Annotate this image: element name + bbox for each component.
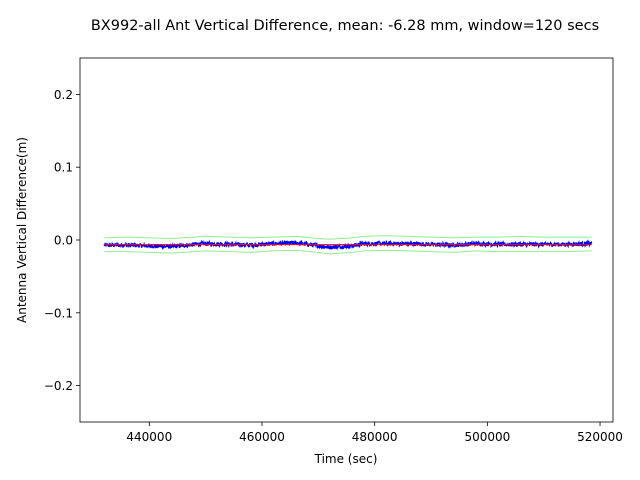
x-tick-label: 440000 — [126, 430, 172, 444]
series-line-upper-band — [104, 235, 592, 240]
x-tick-label: 460000 — [239, 430, 285, 444]
y-axis: −0.2 −0.1 0.0 0.1 0.2 — [44, 88, 80, 393]
y-axis-label: Antenna Vertical Difference(m) — [15, 137, 29, 323]
y-tick-label: 0.0 — [54, 234, 73, 248]
series-line-lower-band — [104, 249, 592, 255]
y-tick-label: −0.1 — [44, 306, 73, 320]
y-tick-label: −0.2 — [44, 379, 73, 393]
x-axis: 440000 460000 480000 500000 520000 — [126, 422, 623, 444]
y-tick-label: 0.1 — [54, 161, 73, 175]
x-tick-label: 500000 — [464, 430, 510, 444]
chart-title: BX992-all Ant Vertical Difference, mean:… — [91, 18, 599, 34]
x-axis-label: Time (sec) — [314, 452, 378, 466]
x-tick-label: 520000 — [577, 430, 623, 444]
series-layer — [103, 235, 593, 255]
y-tick-label: 0.2 — [54, 88, 73, 102]
x-tick-label: 480000 — [352, 430, 398, 444]
